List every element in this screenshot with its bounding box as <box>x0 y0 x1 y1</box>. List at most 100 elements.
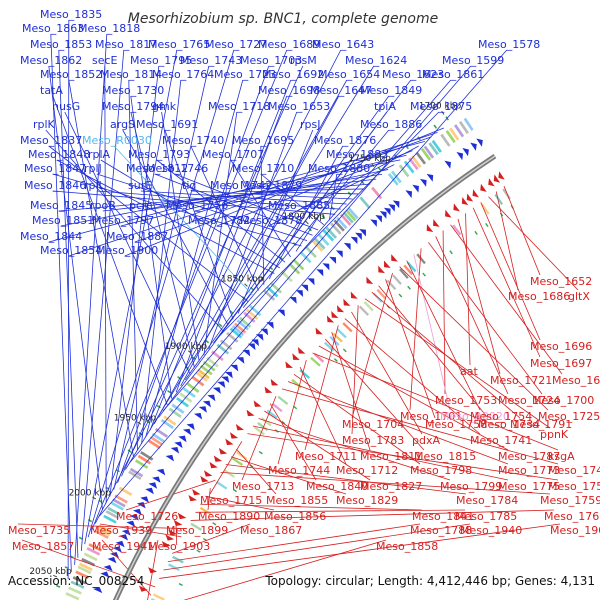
forward-gene-arrow <box>221 376 230 383</box>
leader-line <box>48 141 426 243</box>
kbp-tick-label: 1750 kbp <box>348 154 391 164</box>
forward-cog-block <box>359 196 371 209</box>
forward-cog-block <box>103 514 117 524</box>
forward-cog-block <box>137 454 152 465</box>
reverse-cog-block <box>223 469 235 478</box>
forward-gene-arrow <box>112 546 122 553</box>
forward-gene-arrow <box>178 435 187 443</box>
leader-line <box>378 285 489 419</box>
leader-line <box>147 539 159 600</box>
forward-cog-block <box>199 364 213 376</box>
gene-label: Meso_1885 <box>268 199 330 212</box>
forward-gene-arrow <box>379 211 387 219</box>
forward-cog-block <box>211 350 224 362</box>
forward-cog-block <box>463 117 474 131</box>
forward-cog-block <box>163 415 177 426</box>
gene-label: Meso_1754 <box>470 410 532 423</box>
leader-line <box>230 456 347 495</box>
forward-cog-block <box>423 145 435 159</box>
forward-gene-arrow <box>476 138 483 147</box>
gene-label: rplJ <box>84 162 102 175</box>
gene-label: Meso_1723 <box>214 68 276 81</box>
kbp-tick <box>137 421 142 425</box>
reverse-gene-arrow <box>161 541 171 548</box>
forward-gene-arrow <box>383 207 391 216</box>
forward-cog-block <box>154 427 169 438</box>
leader-line <box>58 49 79 558</box>
rna-marker <box>196 549 201 553</box>
gene-label: Meso_1795 <box>130 54 192 67</box>
leader-line <box>268 188 365 192</box>
gene-label: Meso_1699 <box>552 374 600 387</box>
forward-gene-arrow <box>412 184 419 193</box>
forward-cog-block <box>440 133 451 147</box>
forward-gene-arrow <box>307 278 315 286</box>
rna-marker <box>474 230 478 235</box>
leader-line <box>84 49 178 545</box>
forward-cog-block <box>428 142 439 156</box>
forward-cog-block <box>325 226 337 239</box>
forward-cog-block <box>186 382 200 393</box>
leader-line <box>488 196 579 291</box>
forward-cog-block <box>403 160 415 174</box>
rna-marker <box>177 376 182 380</box>
leader-line <box>94 49 342 524</box>
forward-gene-arrow <box>133 508 142 516</box>
accession-text: Accession: NC_008254 <box>8 574 144 588</box>
reverse-cog-block <box>416 253 426 265</box>
reverse-gene-arrow <box>480 183 487 192</box>
leader-line <box>218 111 440 338</box>
rna-marker <box>212 522 217 526</box>
forward-gene-arrow <box>217 381 226 389</box>
gene-label: Meso_1815 <box>414 450 476 463</box>
forward-cog-block <box>134 459 149 469</box>
forward-gene-arrow <box>426 173 434 182</box>
leader-line <box>64 111 191 374</box>
leader-line <box>299 366 347 465</box>
leader-line <box>129 65 472 464</box>
gene-label: Meso_1788 <box>410 524 472 537</box>
forward-cog-block <box>342 211 354 224</box>
forward-cog-block <box>86 547 101 556</box>
gene-label: argS <box>110 118 135 131</box>
leader-line <box>56 159 275 274</box>
gene-label: Meso_1686 <box>508 290 570 303</box>
reverse-cog-block <box>153 593 165 600</box>
gene-label: nusG <box>52 100 80 113</box>
gene-label: Meso_1901 <box>550 524 600 537</box>
reverse-gene-arrow <box>192 488 201 496</box>
reverse-gene-arrow <box>488 178 495 187</box>
gene-label: Meso_1798 <box>410 464 472 477</box>
gene-label: Meso_1784 <box>456 494 518 507</box>
gene-label: Meso_1797 <box>92 214 154 227</box>
forward-cog-block <box>114 494 128 504</box>
leader-line <box>203 111 238 356</box>
rna-marker <box>293 405 298 410</box>
kbp-tick-label: 1850 kbp <box>221 275 264 285</box>
reverse-cog-block <box>215 481 228 490</box>
gene-label: Meso_1799 <box>440 480 502 493</box>
forward-cog-block <box>280 270 293 283</box>
forward-cog-block <box>197 368 210 380</box>
leader-line <box>52 173 302 247</box>
forward-gene-arrow <box>456 152 464 161</box>
forward-gene-arrow <box>444 160 451 169</box>
reverse-gene-arrow <box>218 447 228 455</box>
forward-gene-arrow <box>140 496 149 503</box>
forward-cog-block <box>65 592 80 600</box>
rna-marker <box>422 272 426 277</box>
reverse-gene-arrow <box>235 423 244 431</box>
gene-label: Meso_1827 <box>360 480 422 493</box>
gene-label: Meso_1840 <box>306 480 368 493</box>
gene-label: Meso_1787 <box>498 450 560 463</box>
forward-cog-block <box>449 127 460 141</box>
reverse-gene-arrow <box>270 378 279 386</box>
leader-line <box>48 145 249 303</box>
rna-marker <box>333 358 338 362</box>
forward-cog-block <box>398 164 410 178</box>
leader-line <box>318 345 509 451</box>
reverse-gene-arrow <box>426 224 434 232</box>
gene-label: Meso_1696 <box>530 340 592 353</box>
gene-label: Meso_1941 <box>92 540 154 553</box>
leader-line <box>237 129 314 314</box>
